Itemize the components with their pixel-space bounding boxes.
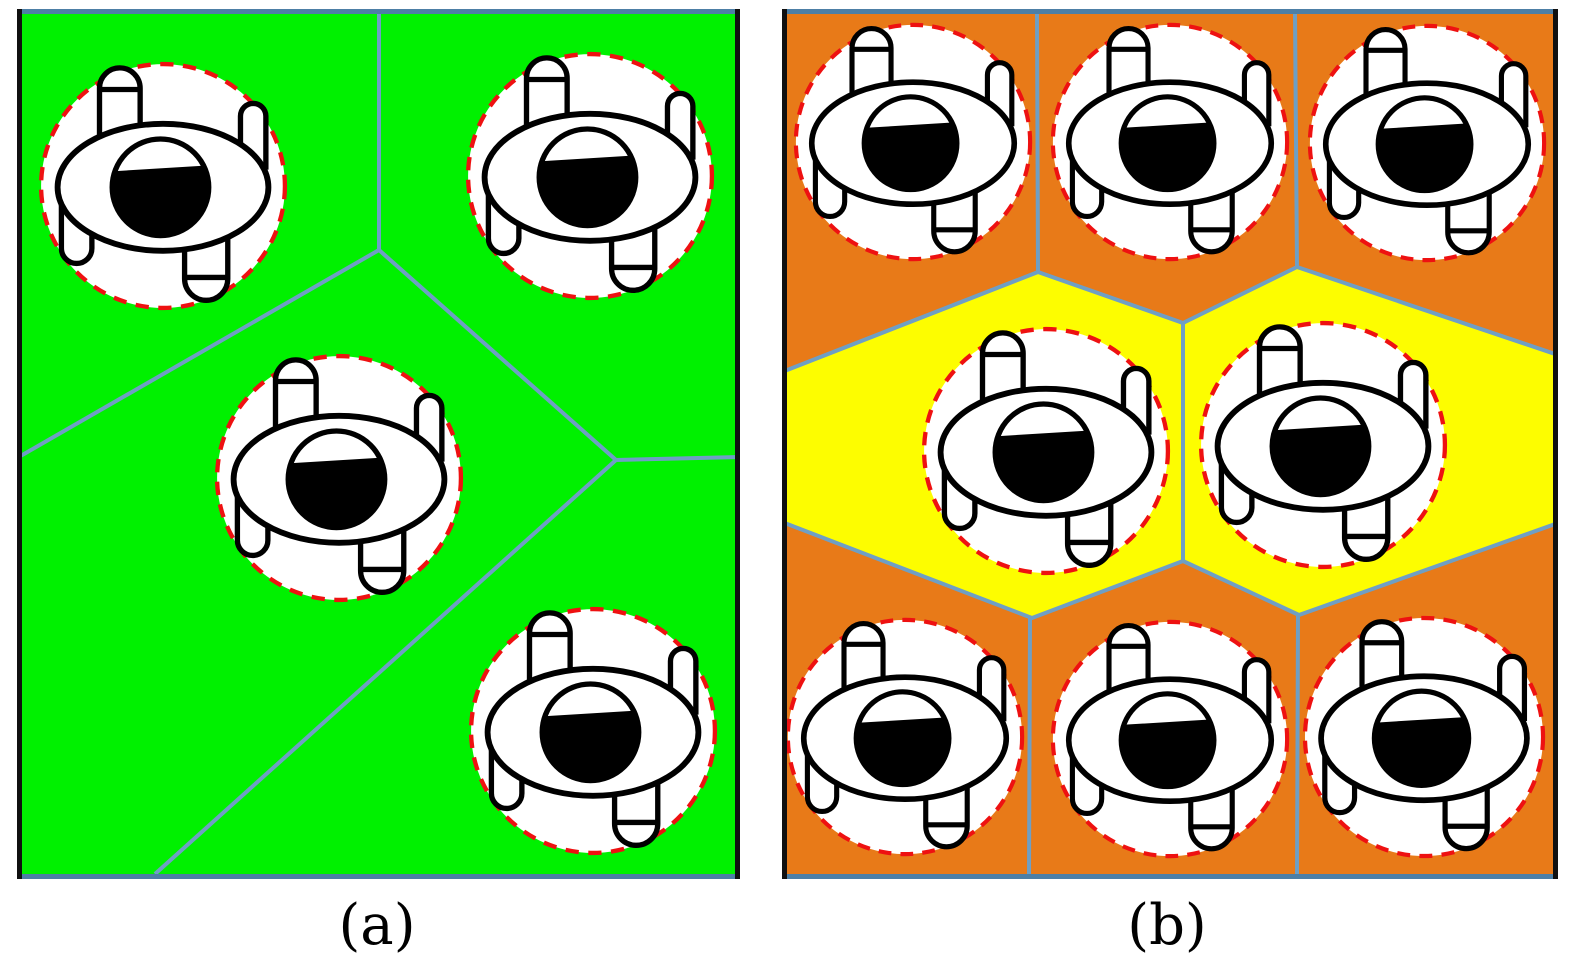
partition-line — [1027, 617, 1032, 876]
partition-line — [17, 248, 380, 460]
partition-line — [377, 248, 618, 462]
robot-icon — [924, 329, 1168, 573]
partition-line — [1293, 13, 1299, 268]
border-top — [17, 9, 740, 14]
border-right — [1553, 9, 1558, 879]
partition-line — [615, 455, 740, 462]
robot-icon — [796, 25, 1030, 259]
robot-icon — [1053, 25, 1287, 259]
border-left — [782, 9, 787, 879]
caption-b: (b) — [1127, 893, 1207, 958]
panel-a — [17, 9, 740, 879]
panel-b — [782, 9, 1558, 879]
robot-icon — [41, 64, 285, 308]
robot-icon — [1201, 323, 1445, 567]
border-right — [735, 9, 740, 879]
robot-icon — [1305, 618, 1543, 856]
partition-line — [1295, 614, 1300, 876]
robot-icon — [1053, 622, 1287, 856]
robot-icon — [1310, 26, 1544, 260]
robot-icon — [468, 54, 712, 298]
border-left — [17, 9, 22, 879]
border-bottom — [17, 874, 740, 879]
partition-line — [1035, 13, 1040, 273]
border-top — [782, 9, 1558, 14]
border-bottom — [782, 874, 1558, 879]
partition-line — [153, 458, 618, 876]
caption-a: (a) — [338, 893, 416, 958]
robot-icon — [217, 356, 461, 600]
robot-icon — [471, 609, 715, 853]
robot-icon — [788, 620, 1022, 854]
